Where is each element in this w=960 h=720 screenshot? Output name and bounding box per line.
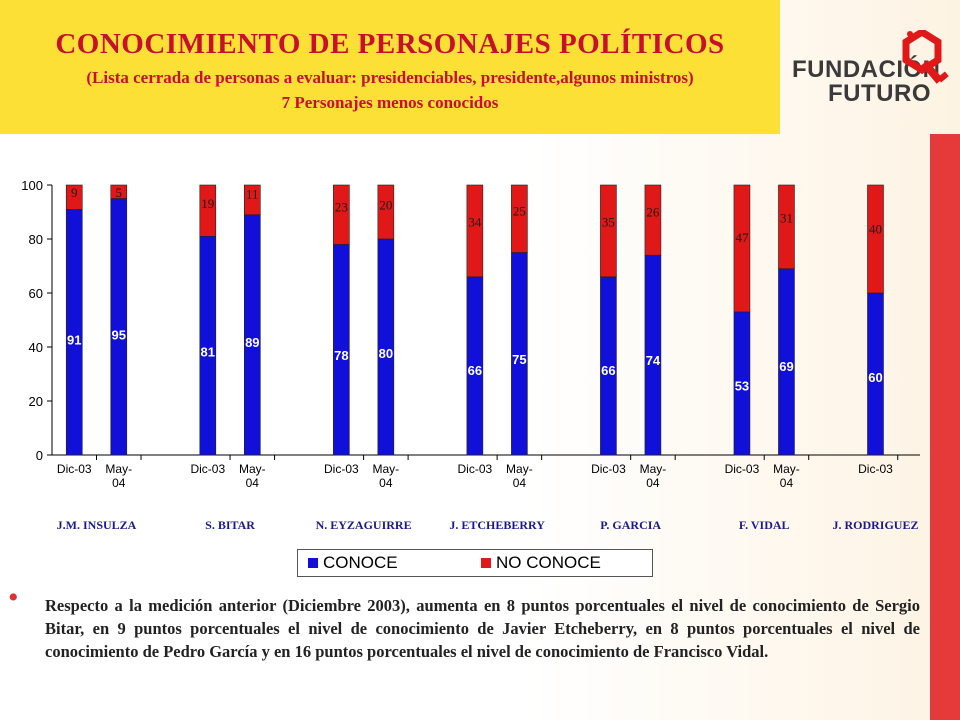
data-label-no-conoce: 11 (246, 186, 259, 201)
x-tick-label-year: 04 (513, 476, 527, 490)
chart-legend: CONOCE NO CONOCE (297, 549, 653, 577)
summary-paragraph: Respecto a la medición anterior (Diciemb… (45, 596, 920, 661)
data-label-no-conoce: 26 (646, 205, 660, 220)
data-label-no-conoce: 5 (116, 185, 123, 200)
page-subtitle: (Lista cerrada de personas a evaluar: pr… (86, 68, 694, 87)
data-label-no-conoce: 25 (513, 203, 526, 218)
person-label: P. GARCIA (600, 518, 662, 532)
fundacion-futuro-logo: FUNDACIÓN FUTURO (788, 30, 949, 110)
x-tick-label-year: 04 (379, 476, 393, 490)
x-tick-label: Dic-03 (725, 462, 760, 476)
x-tick-label-year: 04 (646, 476, 660, 490)
data-label-no-conoce: 31 (780, 211, 793, 226)
y-tick-label: 60 (29, 286, 43, 301)
data-label-conoce: 75 (512, 352, 526, 367)
bar-no-conoce (733, 184, 751, 313)
data-label-no-conoce: 34 (468, 214, 482, 229)
data-label-conoce: 60 (868, 370, 882, 385)
x-tick-label: May- (773, 462, 800, 476)
data-label-no-conoce: 9 (71, 185, 78, 200)
y-tick-label: 0 (36, 448, 43, 463)
key-icon (902, 30, 949, 84)
bar-no-conoce (244, 184, 261, 216)
page-title: CONOCIMIENTO DE PERSONAJES POLÍTICOS (55, 28, 725, 60)
x-tick-label: May- (506, 462, 533, 476)
data-label-no-conoce: 20 (379, 197, 392, 212)
x-tick-label: Dic-03 (458, 462, 493, 476)
x-tick-label: Dic-03 (57, 462, 92, 476)
y-tick-label: 100 (21, 178, 43, 193)
data-label-no-conoce: 35 (602, 214, 615, 229)
data-label-no-conoce: 47 (735, 230, 749, 245)
x-tick-label: Dic-03 (591, 462, 626, 476)
person-label: N. EYZAGUIRRE (315, 518, 412, 532)
data-label-conoce: 80 (379, 346, 393, 361)
data-label-conoce: 95 (112, 328, 126, 343)
x-tick-label-year: 04 (112, 476, 126, 490)
logo-line-2: FUTURO (828, 80, 931, 107)
data-label-conoce: 89 (245, 335, 259, 350)
legend-swatch-no-conoce (481, 558, 491, 568)
person-label: S. BITAR (205, 518, 255, 532)
x-tick-label: Dic-03 (190, 462, 225, 476)
legend-label-no-conoce: NO CONOCE (496, 553, 601, 572)
x-tick-label: Dic-03 (324, 462, 359, 476)
data-label-conoce: 74 (646, 353, 661, 368)
bar-no-conoce (644, 184, 662, 256)
bar-no-conoce (867, 184, 884, 294)
x-tick-label-year: 04 (780, 476, 794, 490)
bar-no-conoce (110, 184, 128, 199)
bar-no-conoce (600, 184, 617, 278)
data-label-conoce: 66 (468, 363, 482, 378)
bullet-icon: • (8, 581, 19, 614)
y-tick-label: 40 (29, 340, 43, 355)
x-tick-label: Dic-03 (858, 462, 893, 476)
person-label: F. VIDAL (738, 518, 790, 532)
bar-no-conoce (466, 184, 484, 278)
data-label-conoce: 78 (334, 348, 348, 363)
bar-no-conoce (199, 184, 217, 237)
y-tick-label: 20 (29, 394, 43, 409)
person-label: J.M. INSULZA (56, 518, 137, 532)
person-label: J. RODRIGUEZ (832, 518, 919, 532)
legend-swatch-conoce (308, 558, 318, 568)
data-label-no-conoce: 19 (201, 196, 214, 211)
x-tick-label: May- (239, 462, 266, 476)
data-label-no-conoce: 40 (869, 222, 882, 237)
header-band: CONOCIMIENTO DE PERSONAJES POLÍTICOS (Li… (0, 0, 780, 134)
y-tick-label: 80 (29, 232, 43, 247)
data-label-conoce: 69 (779, 359, 793, 374)
x-tick-label: May- (640, 462, 667, 476)
x-tick-label-year: 04 (246, 476, 260, 490)
bar-no-conoce (511, 184, 528, 253)
legend-label-conoce: CONOCE (323, 553, 398, 572)
data-label-conoce: 66 (601, 363, 615, 378)
bar-no-conoce (333, 184, 350, 245)
x-tick-label: May- (105, 462, 132, 476)
x-tick-label: May- (373, 462, 400, 476)
bar-no-conoce (377, 184, 395, 240)
person-label: J. ETCHEBERRY (449, 518, 545, 532)
decorative-strip (930, 134, 960, 720)
bar-chart: 020406080100919Dic-03955May-048119Dic-03… (21, 178, 920, 490)
data-label-conoce: 91 (67, 332, 81, 347)
bar-no-conoce (778, 184, 795, 269)
page-subtitle-2: 7 Personajes menos conocidos (281, 93, 499, 112)
bar-no-conoce (65, 184, 83, 210)
data-label-conoce: 81 (201, 345, 215, 360)
data-label-no-conoce: 23 (335, 200, 348, 215)
data-label-conoce: 53 (735, 379, 749, 394)
